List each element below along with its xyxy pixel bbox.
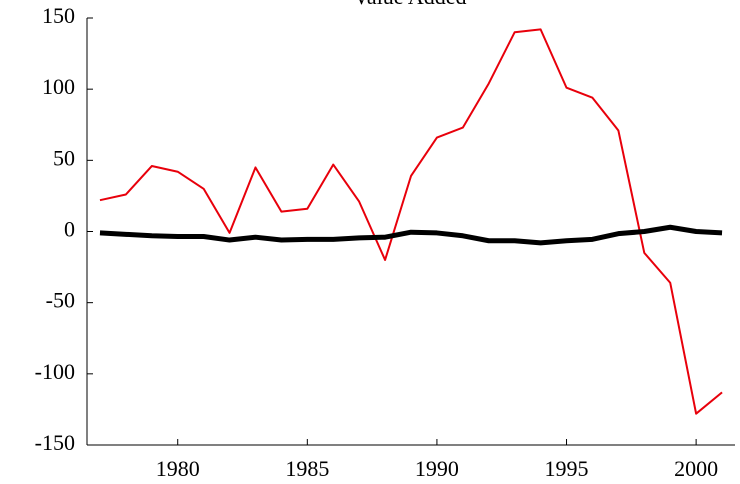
series-line (99, 28, 723, 415)
x-tick-label: 1985 (285, 456, 329, 481)
chart-title: Value Added (353, 0, 466, 9)
y-tick-label: -100 (35, 359, 75, 384)
x-tick-label: 1990 (415, 456, 459, 481)
series-line (99, 224, 723, 246)
x-tick-label: 2000 (674, 456, 718, 481)
y-tick-label: -50 (46, 288, 75, 313)
y-tick-label: 150 (42, 3, 75, 28)
x-tick-label: 1995 (545, 456, 589, 481)
x-tick-label: 1980 (156, 456, 200, 481)
y-tick-label: 0 (64, 217, 75, 242)
y-tick-label: 100 (42, 74, 75, 99)
y-tick-label: -150 (35, 430, 75, 455)
y-tick-label: 50 (53, 145, 75, 170)
